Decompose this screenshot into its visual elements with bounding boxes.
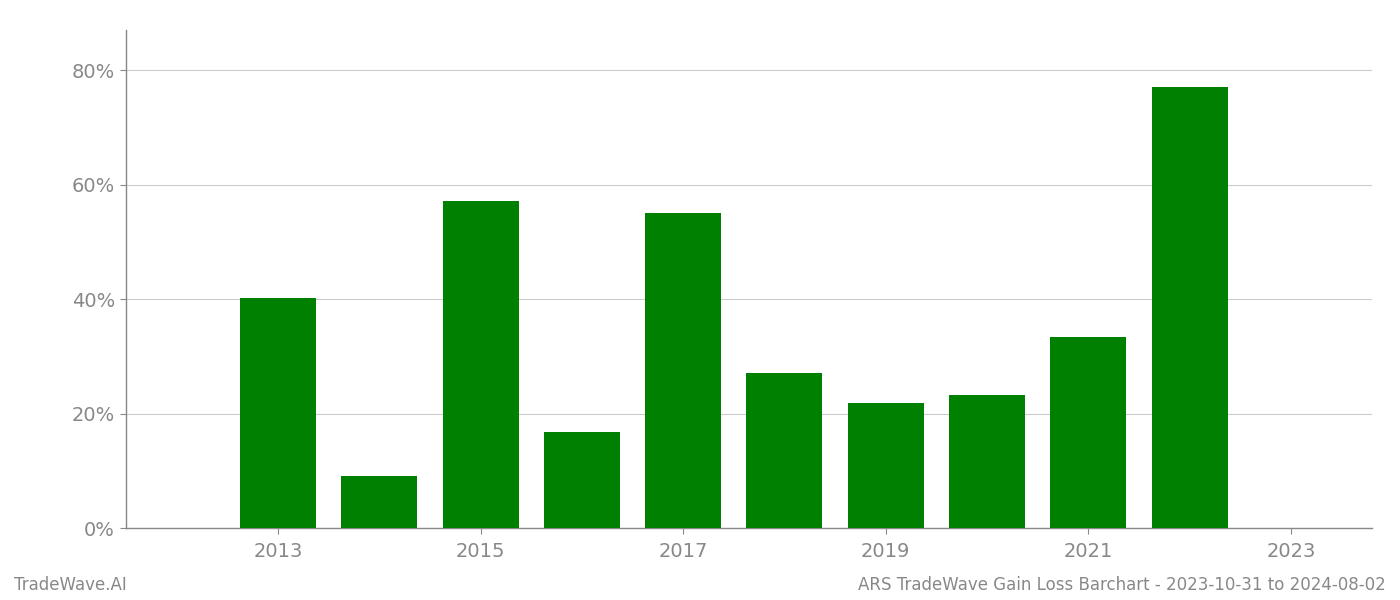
Bar — [543, 432, 620, 528]
Bar — [1152, 87, 1228, 528]
Text: TradeWave.AI: TradeWave.AI — [14, 576, 127, 594]
Bar — [1050, 337, 1127, 528]
Bar — [342, 476, 417, 528]
Bar — [442, 200, 518, 528]
Text: ARS TradeWave Gain Loss Barchart - 2023-10-31 to 2024-08-02: ARS TradeWave Gain Loss Barchart - 2023-… — [858, 576, 1386, 594]
Bar — [848, 403, 924, 528]
Bar — [949, 395, 1025, 528]
Bar — [239, 298, 316, 528]
Bar — [645, 212, 721, 528]
Bar — [746, 373, 822, 528]
